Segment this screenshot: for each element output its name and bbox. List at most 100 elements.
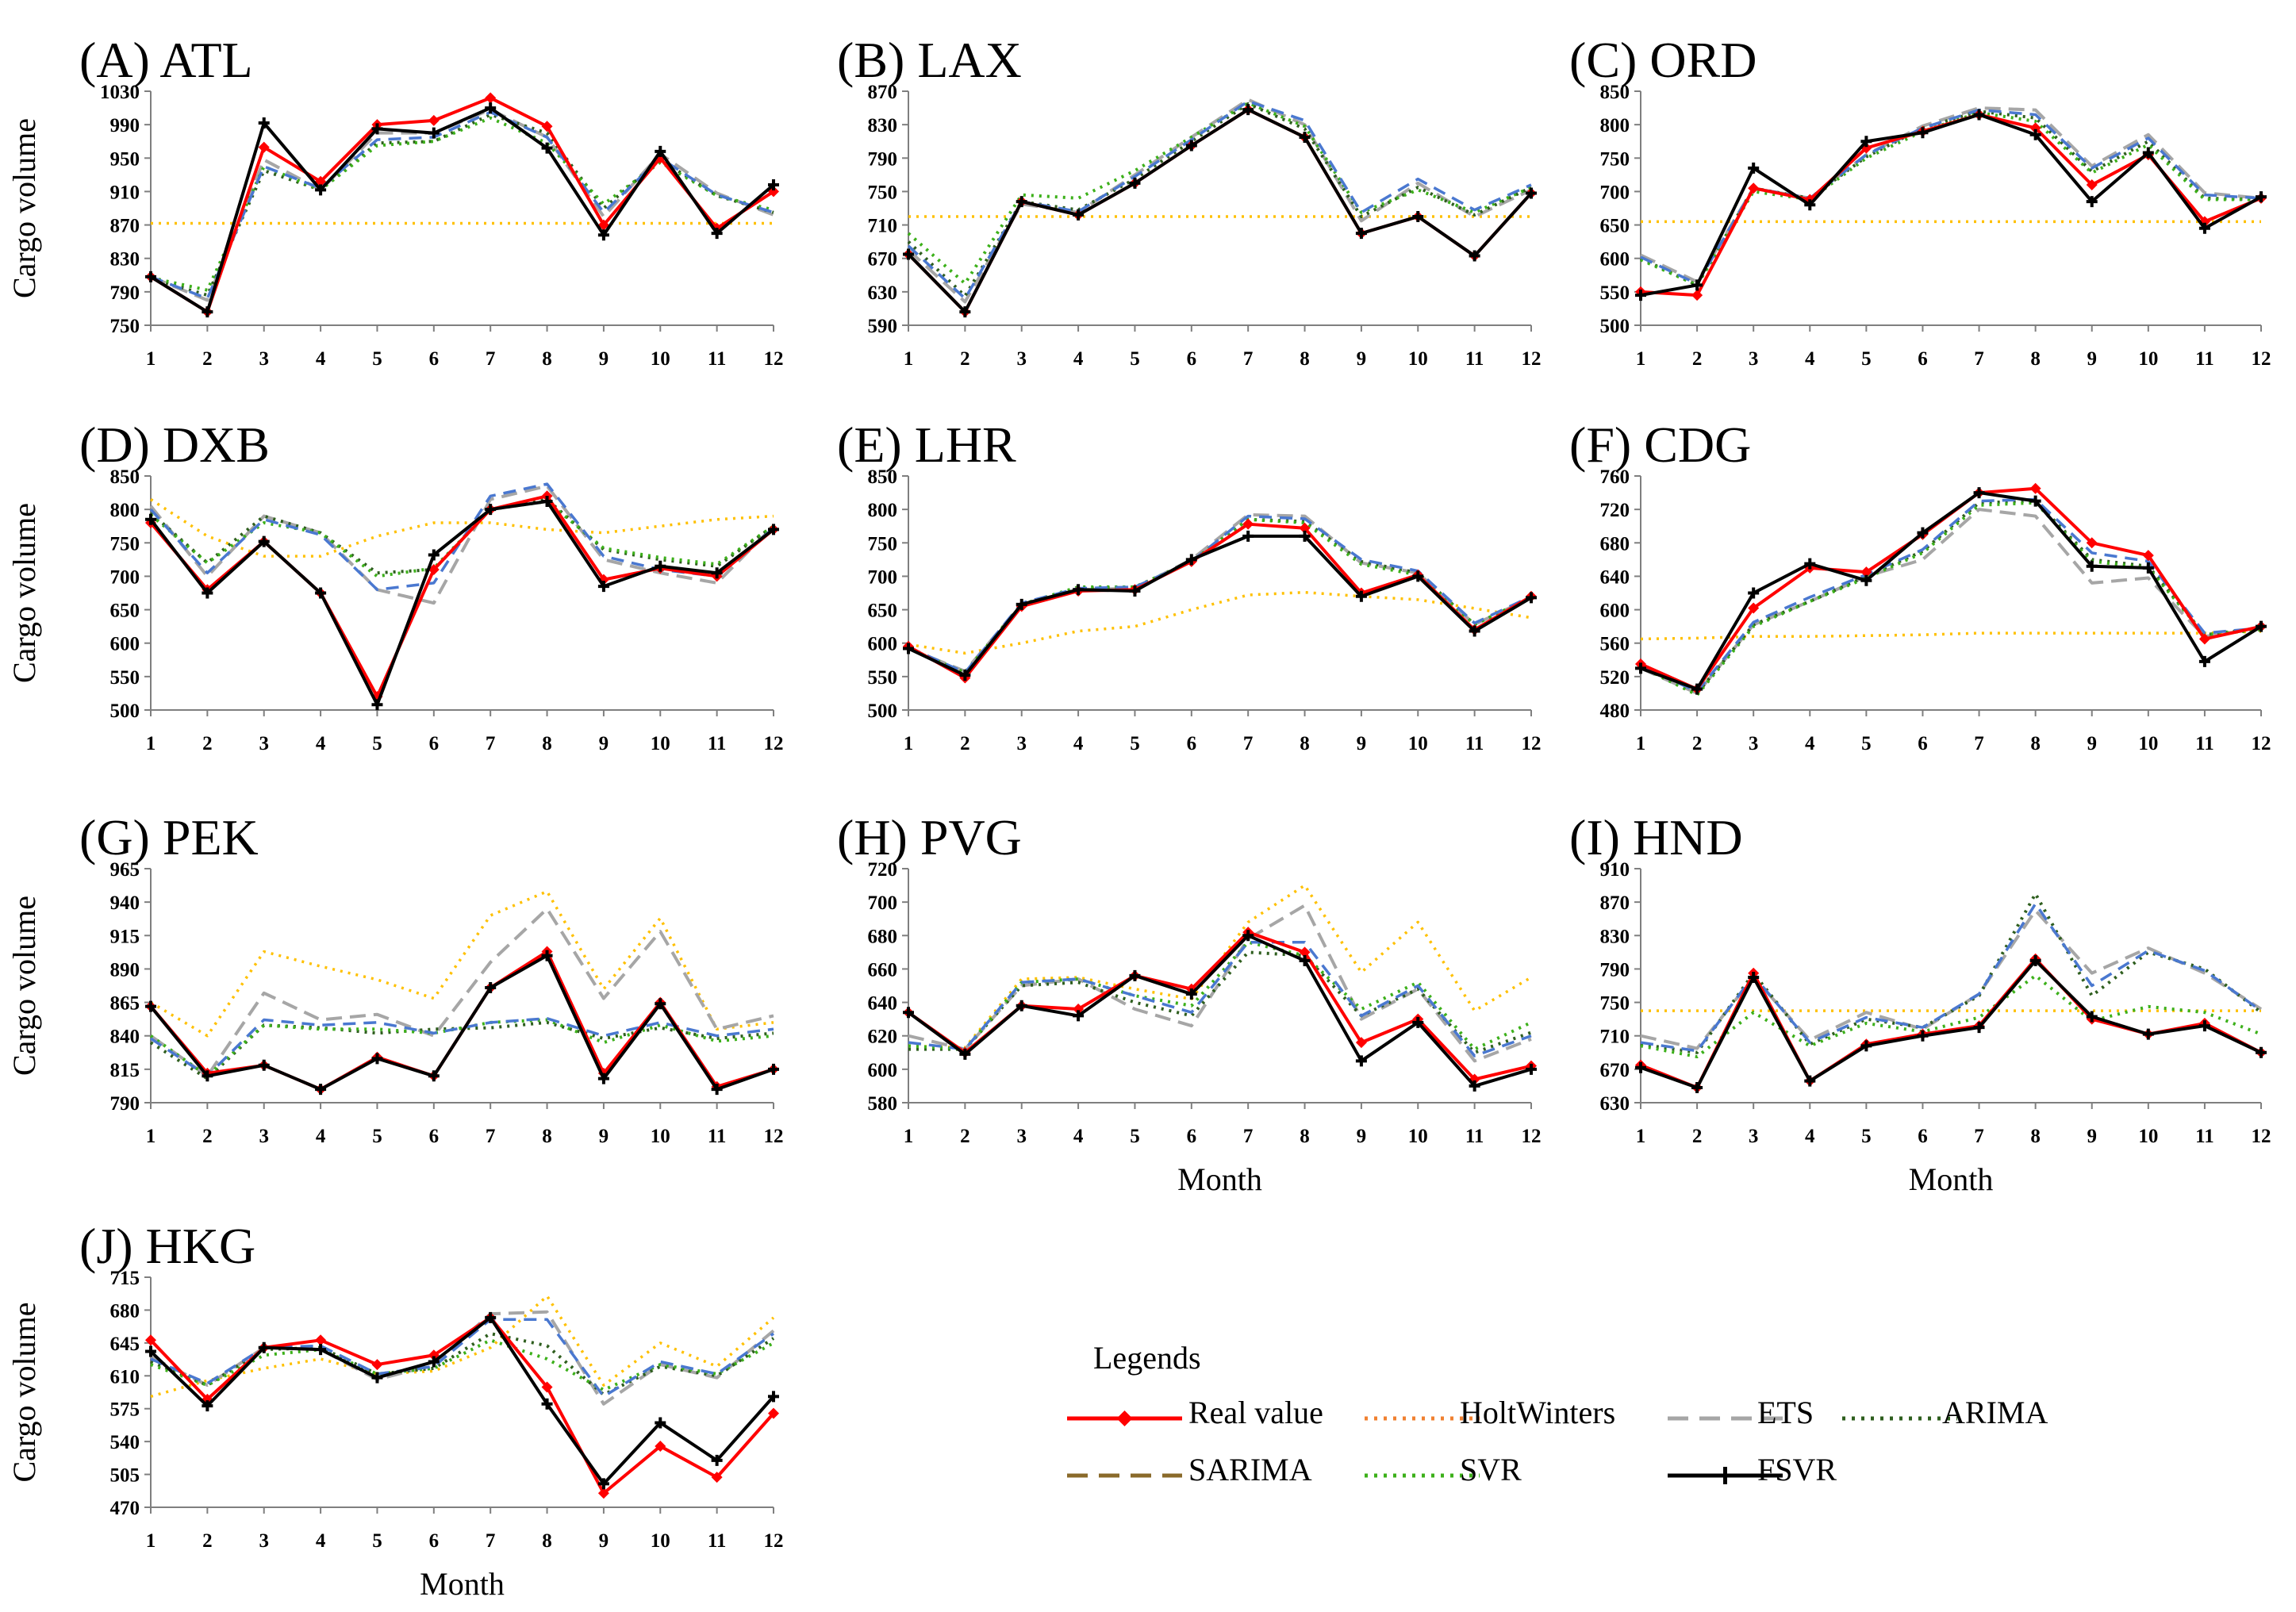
series-line-sarima [907,99,1532,301]
data-point-fsvr [371,1372,383,1384]
data-point-fsvr [711,1084,723,1096]
data-point-real-value [258,141,270,153]
series-line-holtwinters [150,1294,775,1399]
data-point-fsvr [2029,495,2041,507]
y-tick-label: 750 [110,316,140,337]
data-point-real-value [2086,179,2098,190]
x-tick-label: 11 [2195,348,2214,370]
x-tick-label: 3 [1016,1126,1027,1147]
y-tick-label: 950 [110,148,140,170]
series-line-real-value [907,108,1533,314]
panel-title: (H) PVG [837,809,1022,865]
legend-label: ETS [1757,1395,1814,1430]
x-tick-label: 9 [1357,733,1367,754]
data-point-real-value [371,1359,383,1371]
data-point-fsvr [258,1341,270,1353]
y-tick-label: 870 [1600,892,1630,914]
data-point-fsvr [1016,598,1027,610]
x-tick-label: 10 [651,1126,670,1147]
data-point-fsvr [1355,590,1367,602]
y-tick-label: 750 [868,533,898,555]
y-tick-label: 500 [110,700,140,722]
series-line-fsvr [907,108,1533,314]
data-point-fsvr [597,1073,609,1084]
y-axis-title: Cargo volume [6,896,42,1076]
data-point-real-value [1299,946,1311,958]
data-point-fsvr [1242,930,1254,942]
y-tick-label: 700 [868,892,898,914]
data-point-fsvr [2198,655,2210,667]
x-tick-label: 10 [2138,348,2158,370]
data-point-fsvr [1073,209,1085,221]
legend-item-sarima: SARIMA [1067,1452,1312,1487]
series-line-ets [149,907,774,1078]
data-point-fsvr [258,1059,270,1071]
y-tick-label: 590 [868,316,898,337]
data-point-fsvr [2086,560,2098,572]
x-tick-label: 3 [259,733,269,754]
x-tick-label: 4 [316,348,326,370]
x-tick-label: 4 [316,733,326,754]
data-point-fsvr [145,1000,156,1012]
y-tick-label: 600 [868,634,898,655]
data-point-fsvr [1748,971,1760,983]
x-tick-label: 8 [1300,733,1310,754]
data-point-fsvr [1860,1040,1872,1052]
data-point-fsvr [1635,1061,1646,1073]
series-line-sarima [1640,902,2263,1053]
x-tick-label: 3 [259,1126,269,1147]
legend-marker [1116,1410,1133,1426]
series-line-sarima [1640,497,2262,693]
x-tick-label: 12 [1522,1126,1542,1147]
series-line-ets [149,484,775,605]
x-tick-label: 10 [651,1530,670,1552]
legend-label: FSVR [1757,1452,1837,1487]
data-point-fsvr [903,1007,914,1019]
legend-label: ARIMA [1942,1395,2048,1430]
panel-title: (I) HND [1569,809,1743,865]
x-tick-label: 10 [2138,1126,2158,1147]
legend-item-svr: SVR [1365,1452,1522,1487]
x-tick-label: 12 [2252,348,2271,370]
x-tick-label: 11 [708,348,727,370]
data-point-fsvr [145,271,156,282]
data-point-fsvr [597,581,609,593]
data-point-fsvr [597,1478,609,1490]
x-tick-label: 1 [1636,733,1646,754]
data-point-fsvr [202,587,213,599]
legend: Legends Real value HoltWinters ETS ARIMA SAR… [1067,1340,2048,1487]
x-tick-label: 9 [2087,733,2097,754]
y-axis-title: Cargo volume [6,503,42,683]
y-tick-label: 750 [868,182,898,203]
data-point-fsvr [1073,1010,1085,1022]
data-point-fsvr [768,1063,779,1075]
data-point-fsvr [315,184,327,196]
y-tick-label: 800 [1600,115,1630,136]
data-point-fsvr [1748,587,1760,599]
y-tick-label: 660 [868,959,898,981]
x-tick-label: 12 [764,733,784,754]
series-line-arima [149,497,775,575]
y-tick-label: 710 [1600,1027,1630,1048]
data-point-fsvr [1917,527,1929,539]
data-point-real-value [1355,1037,1367,1049]
y-tick-label: 940 [110,892,140,914]
x-tick-label: 8 [1300,348,1310,370]
x-tick-label: 8 [2030,348,2041,370]
y-tick-label: 760 [1600,466,1630,488]
legend-item-arima: ARIMA [1842,1395,2048,1430]
y-tick-label: 790 [1600,959,1630,981]
x-tick-label: 6 [1187,1126,1197,1147]
x-tick-label: 11 [1465,733,1484,754]
data-point-fsvr [2256,1046,2267,1058]
series-line-arima [908,950,1532,1054]
data-point-real-value [428,114,440,126]
data-point-fsvr [371,699,383,711]
y-tick-label: 750 [110,533,140,555]
data-point-fsvr [655,998,666,1010]
data-point-real-value [597,219,609,231]
x-tick-label: 2 [1692,733,1703,754]
